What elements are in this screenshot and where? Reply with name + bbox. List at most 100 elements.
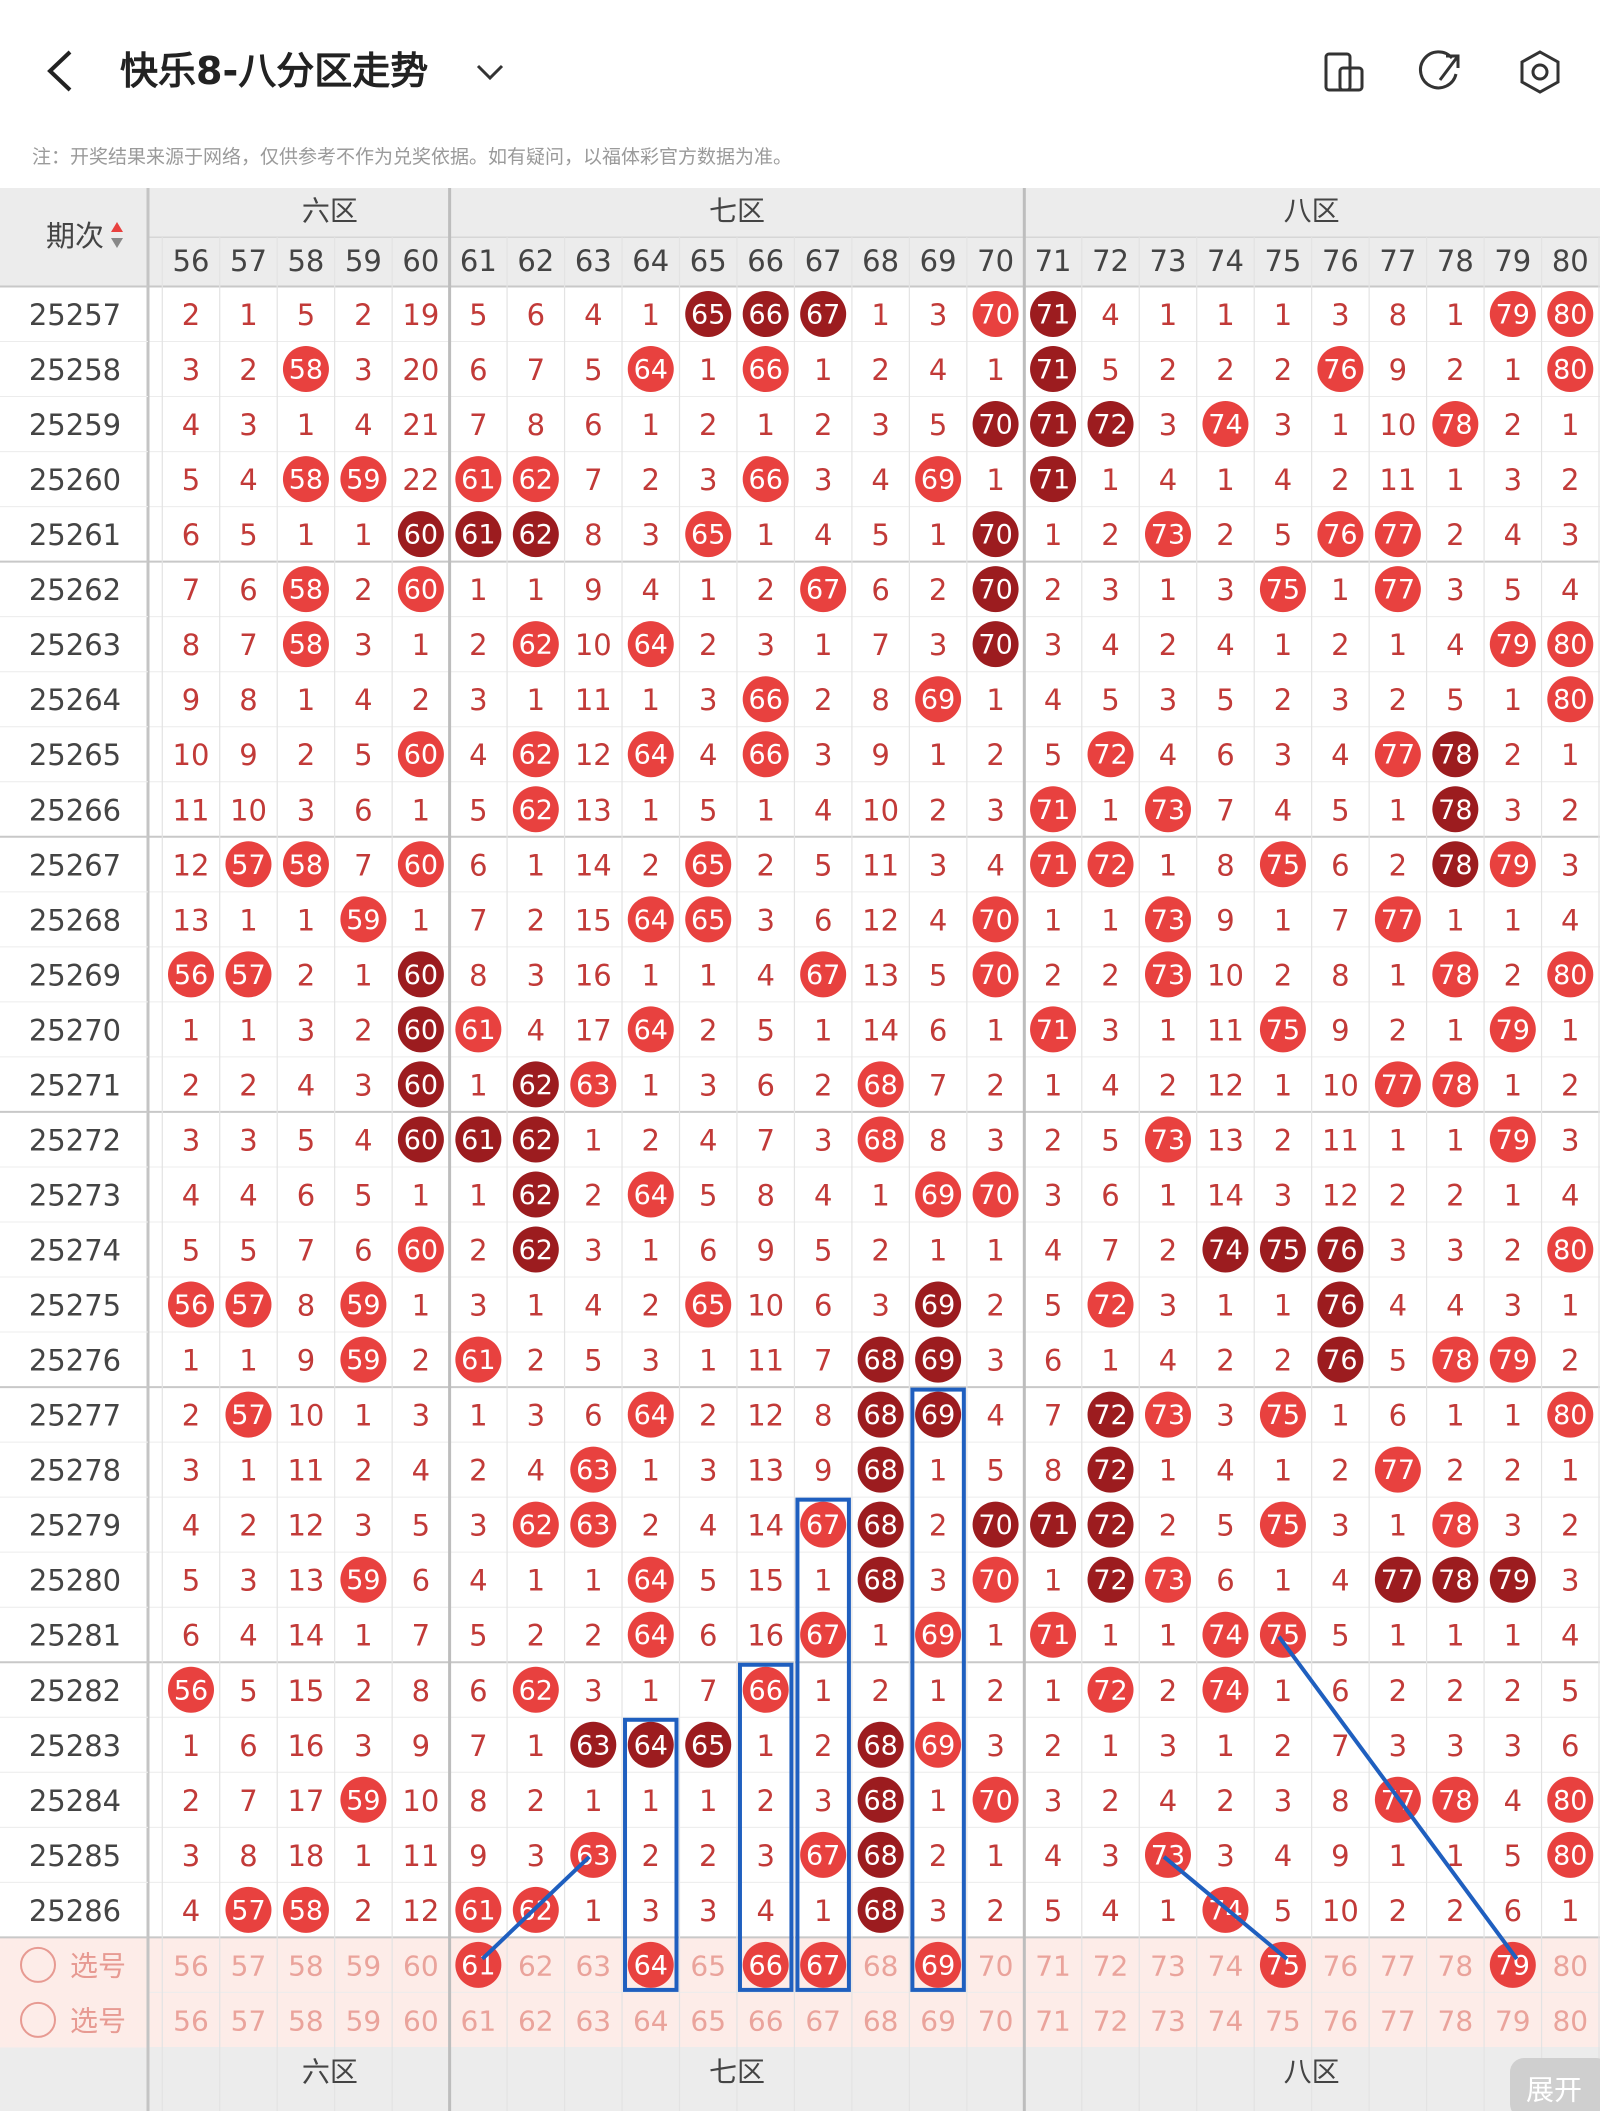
hit-number: 64 — [634, 1620, 668, 1651]
select-number[interactable]: 77 — [1380, 2004, 1416, 2037]
select-number[interactable]: 77 — [1380, 1949, 1416, 1982]
select-number[interactable]: 78 — [1438, 2004, 1474, 2037]
select-number[interactable]: 60 — [403, 1949, 439, 1982]
expand-button[interactable] — [1510, 2058, 1600, 2111]
miss-count: 10 — [1322, 1068, 1359, 1102]
column-number: 71 — [1035, 244, 1072, 278]
select-number[interactable]: 70 — [978, 2004, 1014, 2037]
miss-count: 1 — [699, 1784, 717, 1818]
hit-ball — [1259, 1611, 1306, 1658]
select-number[interactable]: 74 — [1208, 1949, 1244, 1982]
hit-ball — [1202, 1226, 1249, 1273]
miss-count: 3 — [986, 1344, 1004, 1378]
miss-count: 2 — [1216, 1344, 1234, 1378]
select-number[interactable]: 69 — [920, 2004, 956, 2037]
hit-number: 71 — [1036, 1510, 1070, 1541]
hit-number: 64 — [634, 1180, 668, 1211]
title-dropdown[interactable] — [476, 64, 504, 81]
hit-ball — [1030, 291, 1077, 337]
miss-count: 2 — [1274, 1123, 1292, 1157]
select-number[interactable]: 74 — [1208, 2004, 1244, 2037]
select-number[interactable]: 65 — [690, 2004, 726, 2037]
share-icon[interactable] — [1419, 50, 1460, 90]
hit-ball — [915, 1171, 962, 1218]
hit-ball — [857, 1831, 904, 1878]
select-number[interactable]: 62 — [518, 2004, 554, 2037]
hit-ball — [455, 511, 502, 558]
select-number[interactable]: 72 — [1093, 2004, 1129, 2037]
select-radio[interactable] — [20, 1946, 56, 1983]
select-number[interactable]: 58 — [288, 1949, 324, 1982]
miss-count: 4 — [354, 1123, 372, 1157]
miss-count: 2 — [527, 903, 545, 937]
select-number[interactable]: 76 — [1323, 2004, 1359, 2037]
miss-count: 1 — [1504, 1399, 1522, 1433]
select-number[interactable]: 73 — [1150, 2004, 1186, 2037]
select-number[interactable]: 60 — [403, 2004, 439, 2037]
select-number[interactable]: 66 — [748, 2004, 784, 2037]
hit-ball — [397, 1226, 444, 1273]
select-number[interactable]: 61 — [461, 2004, 497, 2037]
miss-count: 2 — [699, 1013, 717, 1047]
miss-count: 12 — [402, 1894, 439, 1928]
miss-count: 2 — [1561, 463, 1579, 497]
hit-number: 79 — [1496, 1015, 1530, 1046]
hit-ball — [1144, 951, 1191, 998]
select-number[interactable]: 59 — [346, 2004, 382, 2037]
miss-count: 3 — [1101, 1013, 1119, 1047]
select-number[interactable]: 58 — [288, 2004, 324, 2037]
select-number[interactable]: 64 — [633, 2004, 669, 2037]
miss-count: 2 — [354, 573, 372, 607]
select-number[interactable]: 76 — [1323, 1949, 1359, 1982]
period: 25276 — [29, 1344, 121, 1378]
select-number[interactable]: 72 — [1093, 1949, 1129, 1982]
select-number[interactable]: 71 — [1035, 1949, 1071, 1982]
miss-count: 14 — [862, 1013, 899, 1047]
hit-ball — [397, 1006, 444, 1053]
select-number[interactable]: 67 — [805, 2004, 841, 2037]
miss-count: 1 — [527, 1289, 545, 1323]
select-number[interactable]: 80 — [1552, 2004, 1588, 2037]
select-number[interactable]: 56 — [173, 1949, 209, 1982]
hit-ball — [340, 456, 387, 503]
hit-number: 71 — [1036, 410, 1070, 441]
select-number[interactable]: 78 — [1438, 1949, 1474, 1982]
settings-icon[interactable] — [1520, 50, 1560, 94]
select-number[interactable]: 68 — [863, 2004, 899, 2037]
rotate-icon[interactable] — [1324, 52, 1364, 92]
select-number[interactable]: 62 — [518, 1949, 554, 1982]
miss-count: 7 — [354, 848, 372, 882]
miss-count: 1 — [1044, 1674, 1062, 1708]
select-number[interactable]: 57 — [231, 1949, 267, 1982]
hit-ball — [1547, 1391, 1594, 1438]
miss-count: 2 — [1504, 738, 1522, 772]
miss-count: 2 — [354, 1674, 372, 1708]
miss-count: 6 — [1561, 1729, 1579, 1763]
hit-number: 67 — [806, 1620, 840, 1651]
miss-count: 2 — [1159, 1068, 1177, 1102]
miss-count: 1 — [1446, 463, 1464, 497]
select-radio[interactable] — [20, 2001, 56, 2038]
select-number[interactable]: 59 — [346, 1949, 382, 1982]
hit-number: 57 — [231, 1895, 265, 1926]
select-number[interactable]: 75 — [1265, 2004, 1301, 2037]
select-number[interactable]: 73 — [1150, 1949, 1186, 1982]
select-number[interactable]: 80 — [1552, 1949, 1588, 1982]
select-number[interactable]: 57 — [231, 2004, 267, 2037]
miss-count: 1 — [642, 1674, 660, 1708]
back-button[interactable] — [47, 50, 72, 92]
miss-count: 11 — [862, 848, 899, 882]
miss-count: 8 — [1389, 298, 1407, 332]
select-number[interactable]: 70 — [978, 1949, 1014, 1982]
select-number[interactable]: 63 — [575, 2004, 611, 2037]
select-number[interactable]: 56 — [173, 2004, 209, 2037]
select-number[interactable]: 63 — [575, 1949, 611, 1982]
select-number[interactable]: 71 — [1035, 2004, 1071, 2037]
select-number[interactable]: 65 — [690, 1949, 726, 1982]
hit-ball — [512, 621, 559, 668]
select-number[interactable]: 79 — [1495, 2004, 1531, 2037]
select-number[interactable]: 68 — [863, 1949, 899, 1982]
hit-number: 70 — [978, 300, 1012, 331]
hit-number: 70 — [978, 1785, 1012, 1816]
